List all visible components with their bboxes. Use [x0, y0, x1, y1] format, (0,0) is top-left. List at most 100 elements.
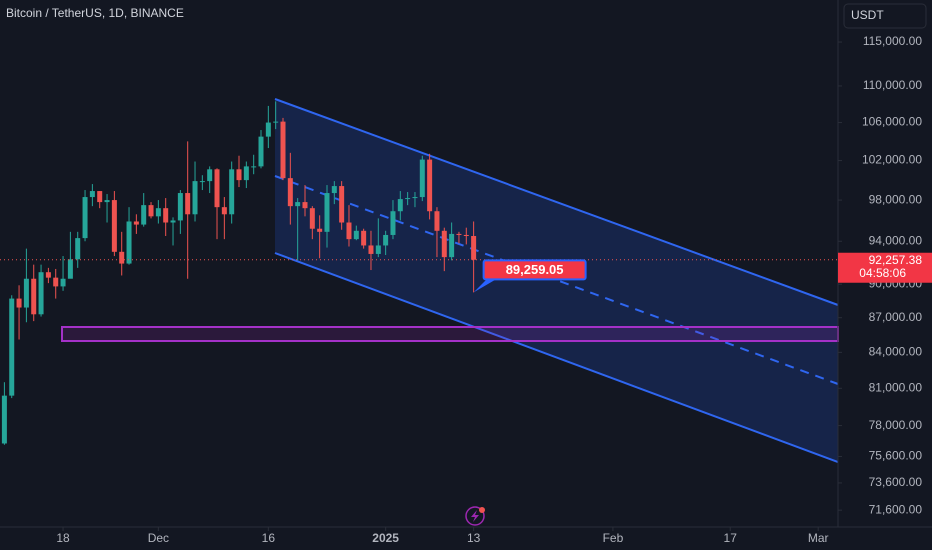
x-tick-label: Feb: [603, 531, 624, 545]
y-tick-label: 75,600.00: [869, 449, 923, 463]
candle-body: [9, 298, 15, 396]
candle-body: [265, 122, 271, 137]
x-tick-label: 18: [56, 531, 70, 545]
candle-body: [177, 193, 183, 221]
channel-fill: [275, 99, 838, 462]
candle-body: [82, 197, 88, 239]
y-tick-label: 98,000.00: [869, 192, 923, 206]
candle-body: [214, 169, 220, 208]
candle-body: [361, 230, 367, 246]
y-tick-label: 94,000.00: [869, 233, 923, 247]
y-tick-label: 87,000.00: [869, 310, 923, 324]
candle-body: [60, 278, 66, 287]
plot-area: [61, 98, 839, 463]
candle-body: [353, 230, 359, 240]
y-tick-label: 102,000.00: [862, 153, 922, 167]
candle-body: [1, 395, 7, 444]
candle-body: [463, 234, 469, 237]
candle-body: [170, 220, 176, 223]
last-price-tag: [838, 252, 932, 283]
candle-body: [67, 259, 73, 279]
channel-upper: [274, 98, 839, 306]
candle-body: [199, 181, 205, 183]
x-tick-label: 17: [724, 531, 738, 545]
candle-body: [192, 181, 198, 215]
candle-body: [412, 197, 418, 199]
candle-body: [273, 121, 279, 123]
candle-body: [390, 211, 396, 235]
y-tick-label: 78,000.00: [869, 418, 923, 432]
channel-lower: [274, 252, 839, 463]
candle-body: [331, 186, 337, 194]
candle-body: [295, 202, 301, 207]
candle-body: [309, 208, 315, 229]
y-tick-label: 115,000.00: [863, 34, 922, 48]
y-tick-label: 81,000.00: [869, 380, 923, 394]
candle-body: [97, 191, 103, 203]
y-tick-label: 110,000.00: [863, 78, 922, 92]
candle-body: [141, 205, 147, 225]
candle-body: [221, 207, 227, 215]
candle-body: [317, 228, 323, 232]
candle-body: [368, 245, 374, 254]
candle-body: [75, 238, 81, 260]
y-tick-label: 71,600.00: [869, 502, 923, 516]
event-icon[interactable]: [465, 506, 485, 526]
y-tick-label: 106,000.00: [862, 115, 922, 129]
y-tick-label: 84,000.00: [869, 345, 923, 359]
last-price-label: 92,257.38: [869, 253, 923, 267]
candle-body: [23, 278, 29, 308]
candle-body: [449, 233, 455, 258]
candle-body: [243, 166, 249, 181]
candle-body: [53, 277, 59, 287]
candle-body: [148, 205, 154, 217]
candle-body: [16, 298, 22, 308]
candle-body: [302, 202, 308, 209]
candle-body: [251, 166, 257, 168]
candle-body: [324, 193, 330, 232]
callout-pointer: [473, 278, 498, 293]
candle-body: [126, 221, 132, 264]
channel-mid: [274, 175, 839, 385]
x-tick-label: Dec: [148, 531, 169, 545]
countdown-label: 04:58:06: [859, 266, 906, 280]
currency-label[interactable]: USDT: [851, 8, 884, 22]
candle-body: [207, 169, 213, 182]
candle-body: [441, 230, 447, 258]
event-dot: [479, 507, 485, 513]
zone-box: [61, 326, 839, 342]
x-tick-label: 16: [262, 531, 276, 545]
candle-body: [38, 272, 44, 315]
callout-label: 89,259.05: [506, 262, 564, 277]
candle-body: [419, 159, 425, 198]
candle-body: [456, 233, 462, 235]
candle-body: [280, 121, 286, 179]
candle-body: [405, 198, 411, 200]
y-tick-label: 73,600.00: [869, 475, 923, 489]
x-tick-label: Mar: [808, 531, 829, 545]
candle-body: [119, 251, 125, 264]
candle-body: [375, 245, 381, 254]
candle-body: [434, 211, 440, 231]
candle-body: [339, 186, 345, 223]
callout-box: [482, 259, 587, 281]
candle-body: [104, 200, 110, 203]
x-tick-label: 2025: [372, 531, 399, 545]
candle-body: [236, 169, 242, 181]
currency-button[interactable]: [843, 3, 927, 29]
event-icon-bolt: [471, 510, 479, 522]
x-tick-label: 13: [467, 531, 481, 545]
candle-body: [133, 221, 139, 225]
candle-body: [287, 178, 293, 207]
candle-body: [397, 199, 403, 212]
candle-body: [45, 272, 51, 278]
candle-body: [427, 159, 433, 212]
candle-body: [111, 200, 117, 252]
candle-body: [185, 193, 191, 215]
candle-body: [346, 222, 352, 240]
candle-body: [471, 236, 477, 260]
candle-body: [31, 278, 37, 315]
